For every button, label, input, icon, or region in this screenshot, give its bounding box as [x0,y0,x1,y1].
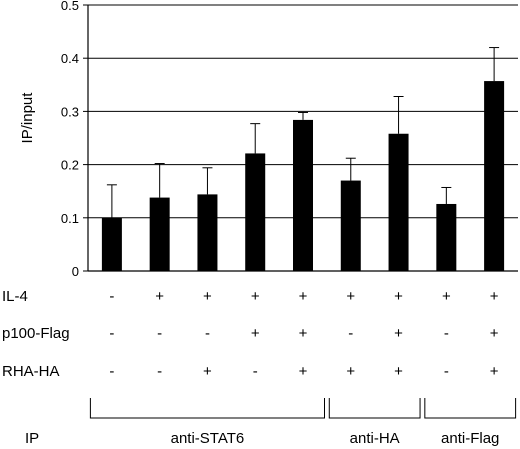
condition-mark: - [157,363,162,380]
condition-label: RHA-HA [2,363,60,380]
condition-mark: + [203,363,212,380]
bar [484,81,505,272]
bar [436,203,457,271]
group-bracket [328,398,421,419]
condition-mark: - [253,363,258,380]
y-tick-label: 0 [72,264,79,279]
condition-mark: - [444,363,449,380]
bars [101,81,505,272]
condition-mark: + [251,288,260,305]
bar [101,217,122,271]
ip-groups: anti-STAT6 anti-HA anti-Flag [89,398,517,447]
group-bracket [424,398,517,419]
axes [87,5,518,272]
condition-mark: - [109,325,114,342]
group-label: anti-HA [350,430,400,447]
y-tick-labels: 0 0.1 0.2 0.3 0.4 0.5 [61,0,79,279]
condition-mark: + [346,363,355,380]
y-tick-label: 0.3 [61,104,79,119]
bar [149,197,170,271]
group-bracket [89,398,325,419]
condition-mark: + [490,325,499,342]
group-label: anti-Flag [441,430,499,447]
condition-table: IL-4 - + + + + + + + + p100-Flag - - - + + - + - + RHA-HA - - +… [2,288,499,380]
condition-mark: + [490,288,499,305]
bar [340,180,361,271]
y-tick-label: 0.4 [61,51,79,66]
error-bars [106,47,500,218]
bar [197,194,218,271]
group-label: anti-STAT6 [171,430,245,447]
condition-mark: + [442,288,451,305]
condition-mark: + [346,288,355,305]
condition-mark: + [394,363,403,380]
y-tick-label: 0.1 [61,211,79,226]
condition-mark: - [205,325,210,342]
y-axis-title: IP/input [19,92,36,144]
condition-mark: - [444,325,449,342]
condition-mark: + [299,288,308,305]
condition-mark: + [394,325,403,342]
condition-mark: - [348,325,353,342]
bar [388,133,409,271]
condition-mark: + [155,288,164,305]
condition-label: p100-Flag [2,325,70,342]
condition-mark: + [299,325,308,342]
condition-label: IL-4 [2,288,28,305]
condition-mark: + [251,325,260,342]
bar [293,119,313,271]
ip-row-label: IP [25,430,39,447]
condition-mark: + [299,363,308,380]
condition-mark: + [394,288,403,305]
condition-mark: - [109,363,114,380]
y-tick-label: 0.2 [61,158,79,173]
condition-mark: - [109,288,114,305]
condition-mark: - [157,325,162,342]
condition-mark: + [490,363,499,380]
condition-mark: + [203,288,212,305]
bar [245,153,266,271]
y-tick-label: 0.5 [61,0,79,13]
